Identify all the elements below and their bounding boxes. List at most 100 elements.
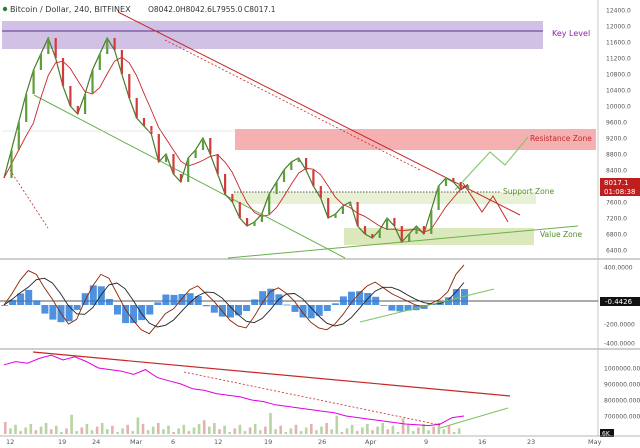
descending-dashed-trendline [164, 39, 421, 171]
volume-bar [141, 423, 145, 434]
resistance-zone-label: Resistance Zone [530, 134, 592, 143]
price-candle [371, 234, 374, 238]
price-candle [422, 226, 425, 234]
key-level-label: Key Level [552, 29, 590, 38]
volume-bar [422, 423, 425, 434]
price-candle [415, 226, 418, 234]
volume-bar [172, 432, 175, 434]
volume-value-badge [600, 429, 614, 437]
ohlc-high: H8042.6 [180, 5, 212, 14]
price-candle [209, 138, 212, 154]
macd-value-badge [600, 297, 640, 306]
volume-bar [182, 424, 186, 434]
macd-histogram-bar [178, 294, 186, 305]
volume-bar [412, 431, 415, 434]
price-axis-tick: 10400.0 [606, 88, 631, 95]
volume-bar [24, 427, 27, 434]
macd-axis-tick: -200.0000 [604, 322, 635, 329]
time-axis-tick: 19 [58, 438, 66, 446]
support-zone [234, 192, 536, 204]
time-axis-tick: Apr [365, 438, 377, 446]
moving-average-series [3, 56, 469, 233]
macd-axis-tick: -400.0000 [604, 341, 635, 348]
macd-panel[interactable]: 400.0000 -200.0000 -400.0000 -0.4426 [0, 264, 640, 348]
macd-histogram-bar [89, 285, 97, 305]
volume-bar [238, 424, 242, 434]
price-axis-tick: 12400.0 [606, 8, 631, 15]
price-candle [334, 214, 337, 218]
time-axis[interactable]: 12 19 24 Mar 6 12 19 26 Apr 9 16 23 May [6, 438, 602, 446]
volume-bar [350, 424, 354, 434]
volume-bar [4, 422, 7, 434]
macd-histogram-bar [299, 305, 307, 318]
price-candle [165, 154, 168, 162]
macd-histogram-bar [210, 305, 218, 313]
price-candle [238, 202, 241, 218]
volume-bar [19, 431, 22, 434]
price-axis-tick: 9600.0 [606, 120, 627, 127]
volume-bar [202, 420, 206, 434]
price-candle [400, 226, 403, 242]
volume-axis-tick: 900000.0000 [604, 382, 640, 389]
macd-trendline [359, 288, 495, 323]
volume-axis-tick: 800000.0000 [604, 398, 640, 405]
volume-panel[interactable]: 1000000.0000 900000.0000 800000.0000 700000… [3, 351, 640, 438]
price-candle [260, 214, 263, 222]
countdown-badge [600, 187, 640, 196]
value-zone-label: Value Zone [540, 230, 582, 239]
price-panel[interactable]: Key Level Resistance Zone Support Zone V… [2, 11, 596, 259]
ohlc-close: C8017.1 [244, 5, 276, 14]
price-axis[interactable]: 12400.0 12000.0 11600.0 11200.0 10800.0 10400… [606, 8, 631, 255]
macd-histogram-bar [33, 300, 41, 305]
macd-axis[interactable]: 400.0000 -200.0000 -400.0000 [604, 264, 635, 347]
price-candle [25, 94, 28, 122]
countdown-badge-text: 01:08:38 [604, 188, 635, 196]
time-axis-tick: 6 [171, 438, 175, 446]
volume-bar [345, 428, 349, 434]
macd-histogram-bar [154, 302, 162, 305]
macd-histogram-bar [130, 305, 138, 324]
price-candle [231, 194, 234, 202]
price-axis-tick: 10000.0 [606, 104, 631, 111]
macd-histogram-bar [170, 294, 178, 305]
price-candle [172, 154, 175, 174]
macd-histogram-bar [25, 289, 33, 305]
volume-descending-trendline [32, 351, 511, 397]
volume-bar [233, 428, 237, 434]
last-price-badge-text: 8017.1 [604, 179, 629, 187]
volume-bar [406, 424, 410, 434]
volume-bar [396, 432, 400, 434]
volume-bar [70, 414, 73, 434]
price-candle [187, 158, 190, 182]
macd-histogram-bar [65, 305, 73, 322]
price-candle [459, 182, 462, 190]
macd-histogram-bar [243, 305, 251, 311]
price-candle [444, 178, 448, 186]
price-candle [17, 122, 20, 150]
volume-bar [44, 423, 48, 434]
volume-bar [361, 427, 364, 434]
time-axis-tick: 12 [214, 438, 222, 446]
price-candle [69, 86, 72, 106]
volume-bar [320, 426, 323, 434]
price-axis-tick: 11200.0 [606, 56, 631, 63]
macd-histogram-bar [452, 289, 460, 305]
volume-axis[interactable]: 1000000.0000 900000.0000 800000.0000 700000… [600, 366, 640, 438]
price-candle [378, 230, 381, 238]
volume-bar [376, 426, 379, 434]
macd-histogram [1, 285, 468, 324]
volume-bar [55, 425, 58, 434]
volume-bar [136, 417, 140, 434]
macd-histogram-bar [235, 305, 242, 316]
macd-histogram-bar [380, 305, 388, 306]
price-candle [120, 50, 123, 74]
price-axis-tick: 6800.0 [606, 232, 627, 239]
price-candle [246, 218, 249, 226]
macd-axis-tick: 400.0000 [604, 264, 633, 271]
volume-bar [14, 424, 17, 434]
macd-histogram-bar [97, 286, 105, 305]
macd-histogram-bar [267, 288, 275, 305]
volume-bar [49, 429, 53, 434]
volume-bar [131, 431, 135, 434]
